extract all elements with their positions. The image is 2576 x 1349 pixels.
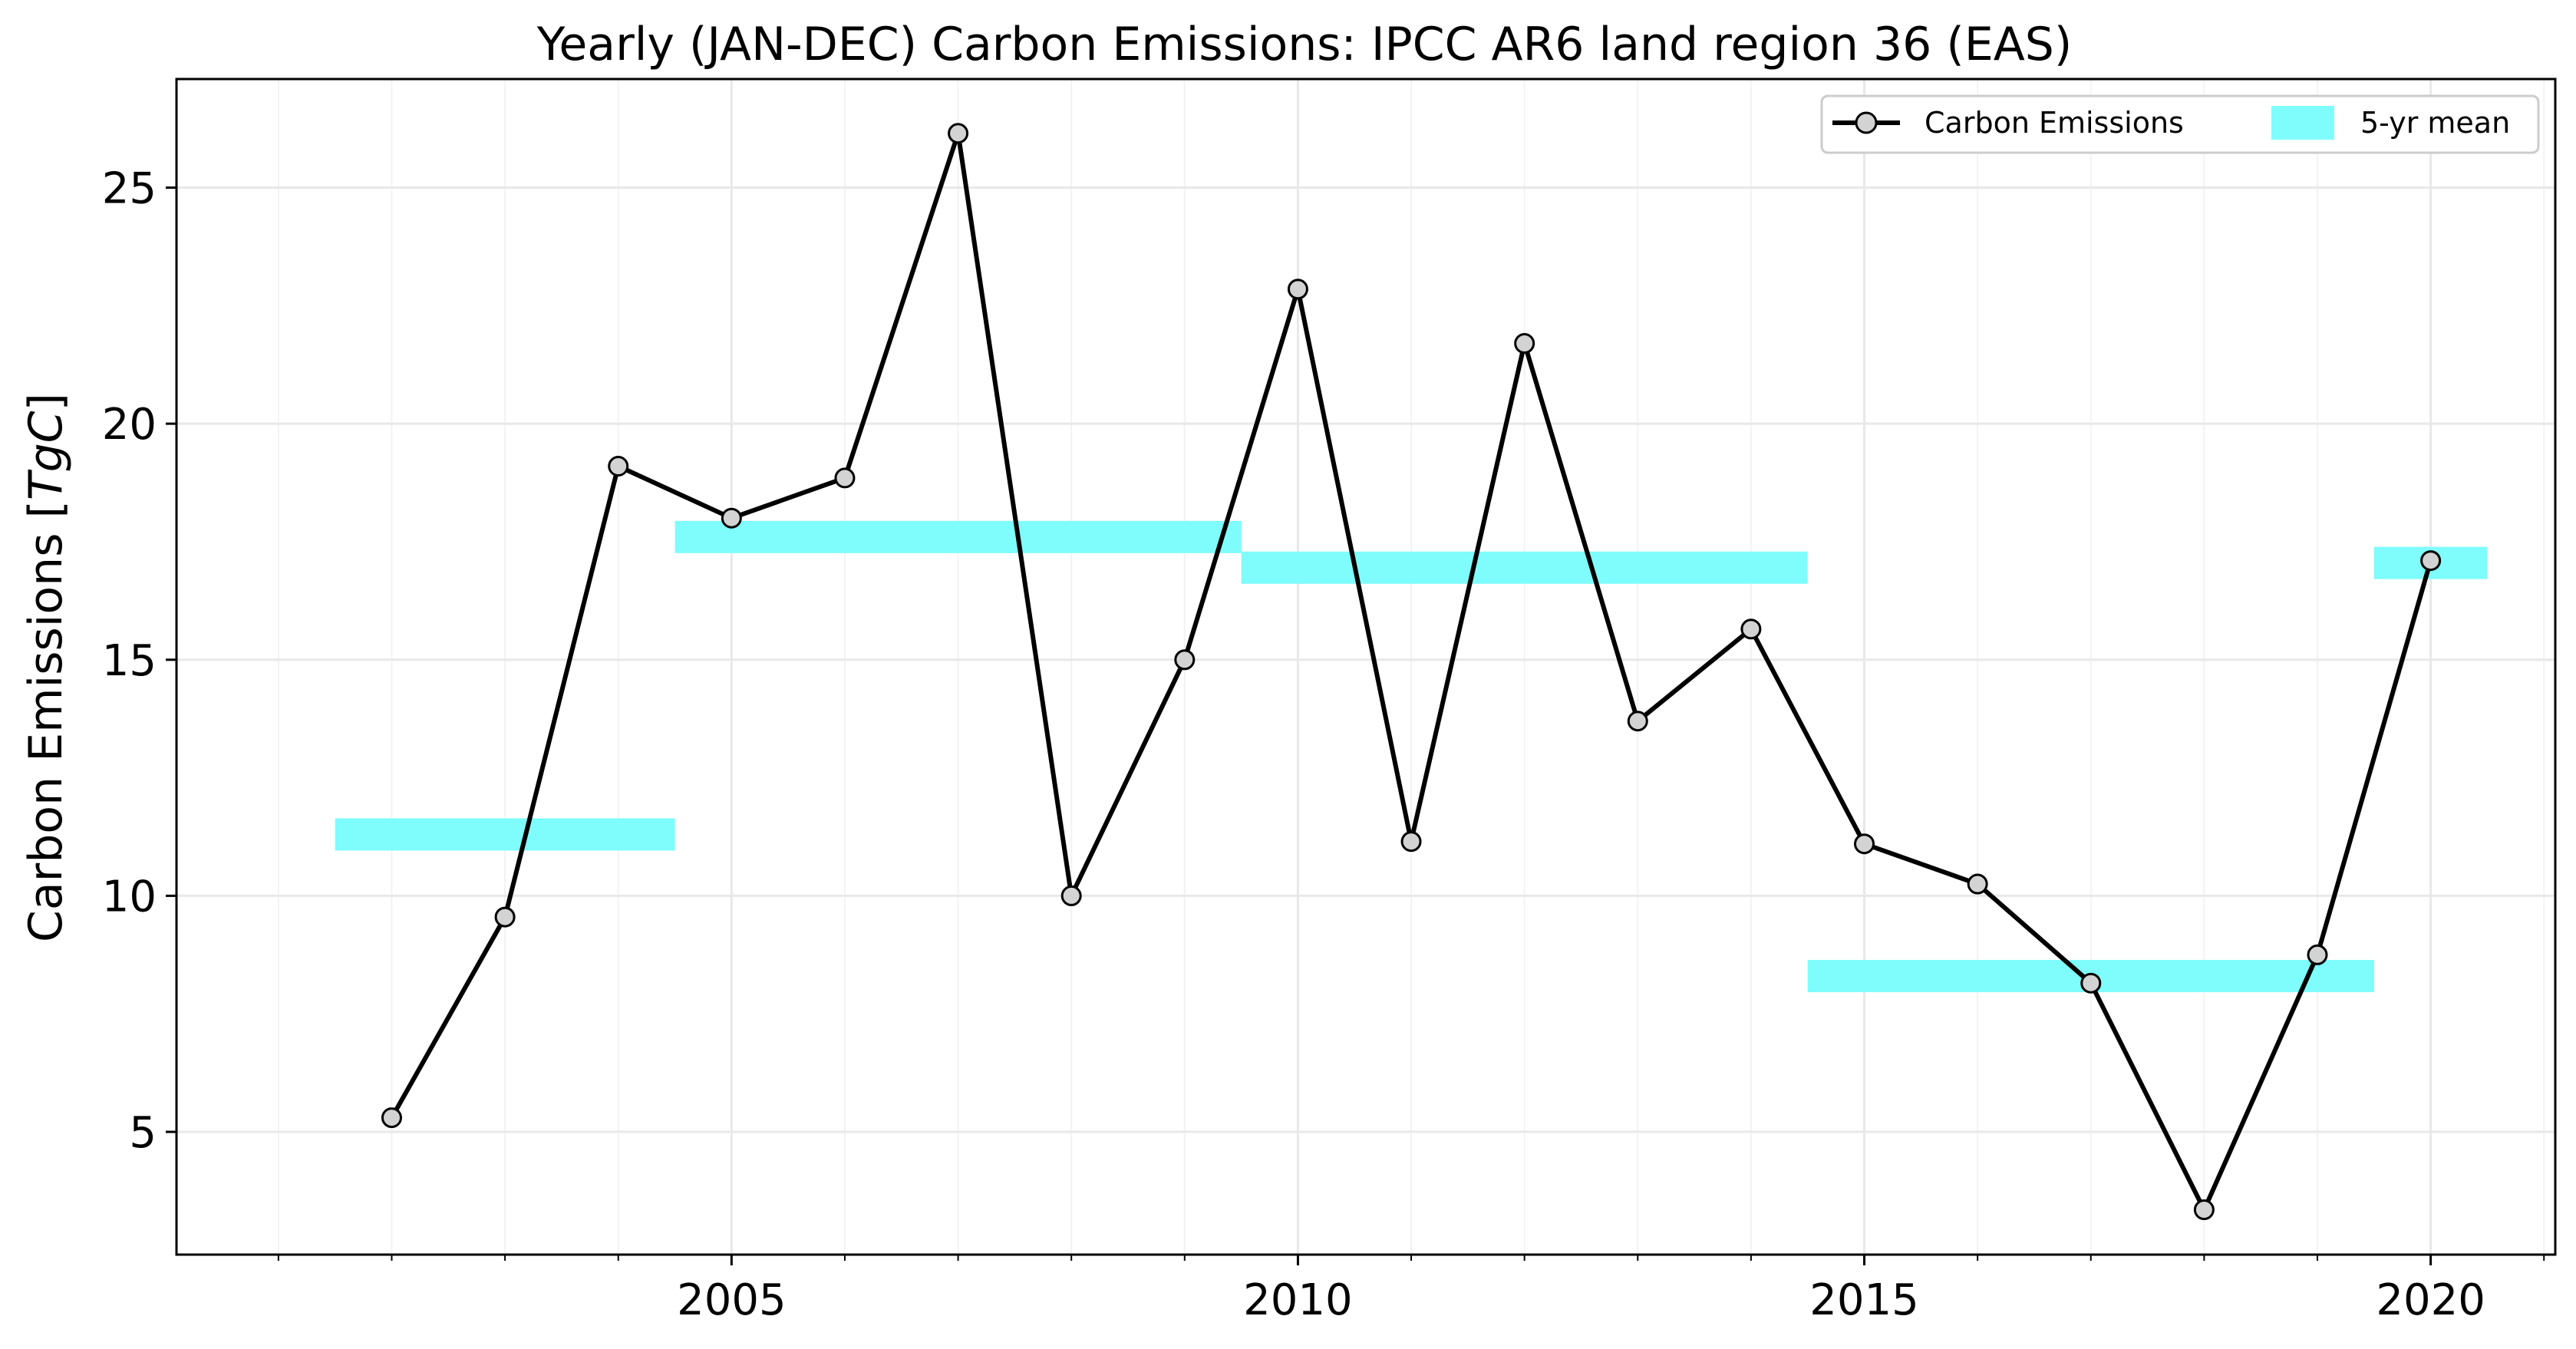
mean-band bbox=[1241, 551, 1808, 584]
emissions-point bbox=[1060, 885, 1082, 906]
emissions-point bbox=[1740, 618, 1762, 640]
x-tick-label: 2015 bbox=[1809, 1275, 1919, 1325]
y-axis-ticks: 5 10 15 20 25 bbox=[102, 164, 176, 1158]
x-tick-label: 2010 bbox=[1243, 1275, 1353, 1325]
x-tick-label: 2005 bbox=[677, 1275, 787, 1325]
emissions-point bbox=[1514, 333, 1535, 355]
legend-label-mean: 5-yr mean bbox=[2360, 106, 2510, 140]
emissions-point bbox=[608, 456, 629, 477]
y-axis-label-close: ] bbox=[19, 393, 73, 411]
y-tick-label: 10 bbox=[102, 872, 157, 922]
emissions-point bbox=[2420, 550, 2442, 572]
y-tick-label: 15 bbox=[102, 636, 157, 686]
legend-label-emissions: Carbon Emissions bbox=[1925, 106, 2184, 140]
emissions-point bbox=[1287, 279, 1308, 300]
y-tick-label: 25 bbox=[102, 164, 157, 214]
emissions-point bbox=[2193, 1199, 2215, 1221]
legend: Carbon Emissions 5-yr mean bbox=[1820, 94, 2540, 154]
emissions-point bbox=[834, 467, 856, 489]
chart-title: Yearly (JAN-DEC) Carbon Emissions: IPCC … bbox=[536, 18, 2073, 71]
emissions-point bbox=[1627, 711, 1648, 732]
y-axis-label: Carbon Emissions [TgC] bbox=[19, 393, 73, 942]
emissions-point bbox=[1174, 649, 1196, 671]
x-tick-label: 2020 bbox=[2376, 1275, 2485, 1325]
y-axis-label-unit: TgC bbox=[19, 411, 73, 500]
legend-marker-swatch bbox=[1855, 111, 1878, 134]
emissions-point bbox=[1854, 833, 1875, 855]
y-axis-label-text: Carbon Emissions [ bbox=[19, 500, 73, 942]
plot-frame bbox=[175, 78, 2557, 1256]
grid bbox=[176, 79, 2555, 1255]
emissions-point bbox=[2080, 972, 2102, 994]
emissions-point bbox=[1967, 873, 1988, 895]
x-axis-ticks: 2005 2010 2015 2020 bbox=[277, 1255, 2545, 1325]
emissions-point bbox=[721, 507, 742, 529]
emissions-point bbox=[381, 1107, 402, 1129]
emissions-point bbox=[494, 906, 516, 928]
legend-box bbox=[1820, 94, 2540, 154]
y-tick-label: 20 bbox=[102, 400, 157, 450]
mean-band bbox=[335, 818, 675, 851]
emissions-point bbox=[2307, 944, 2328, 965]
emissions-point bbox=[948, 123, 969, 144]
y-tick-label: 5 bbox=[129, 1108, 157, 1158]
mean-band bbox=[675, 520, 1242, 553]
emissions-point bbox=[1400, 831, 1422, 853]
legend-band-swatch bbox=[2271, 106, 2334, 140]
emissions-points bbox=[381, 123, 2442, 1221]
